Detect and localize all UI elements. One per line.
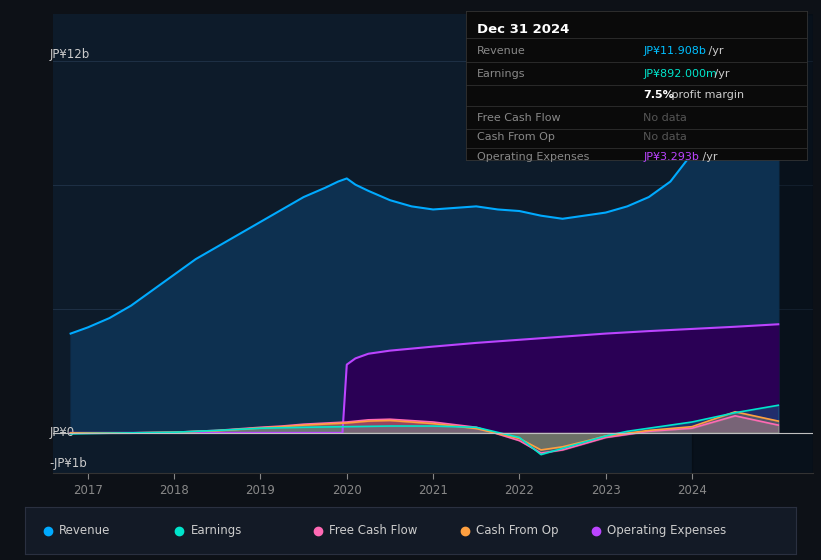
Text: No data: No data	[644, 132, 687, 142]
Text: Operating Expenses: Operating Expenses	[608, 524, 727, 537]
Text: JP¥3.293b: JP¥3.293b	[644, 152, 699, 162]
Text: No data: No data	[644, 113, 687, 123]
Text: JP¥12b: JP¥12b	[49, 48, 89, 60]
Text: 7.5%: 7.5%	[644, 90, 674, 100]
Text: JP¥11.908b: JP¥11.908b	[644, 46, 706, 56]
Text: JP¥892.000m: JP¥892.000m	[644, 68, 718, 78]
Text: Free Cash Flow: Free Cash Flow	[476, 113, 560, 123]
Text: Earnings: Earnings	[190, 524, 242, 537]
Text: Revenue: Revenue	[476, 46, 525, 56]
Text: Dec 31 2024: Dec 31 2024	[476, 23, 569, 36]
Text: -JP¥1b: -JP¥1b	[49, 458, 87, 470]
Text: Earnings: Earnings	[476, 68, 525, 78]
Text: Free Cash Flow: Free Cash Flow	[329, 524, 418, 537]
Text: Cash From Op: Cash From Op	[476, 524, 558, 537]
Text: /yr: /yr	[699, 152, 718, 162]
Text: Operating Expenses: Operating Expenses	[476, 152, 589, 162]
Text: /yr: /yr	[704, 46, 723, 56]
Text: Revenue: Revenue	[59, 524, 111, 537]
Text: /yr: /yr	[711, 68, 730, 78]
Text: profit margin: profit margin	[668, 90, 744, 100]
Text: Cash From Op: Cash From Op	[476, 132, 554, 142]
Bar	[692, 14, 813, 473]
Text: JP¥0: JP¥0	[49, 426, 75, 440]
